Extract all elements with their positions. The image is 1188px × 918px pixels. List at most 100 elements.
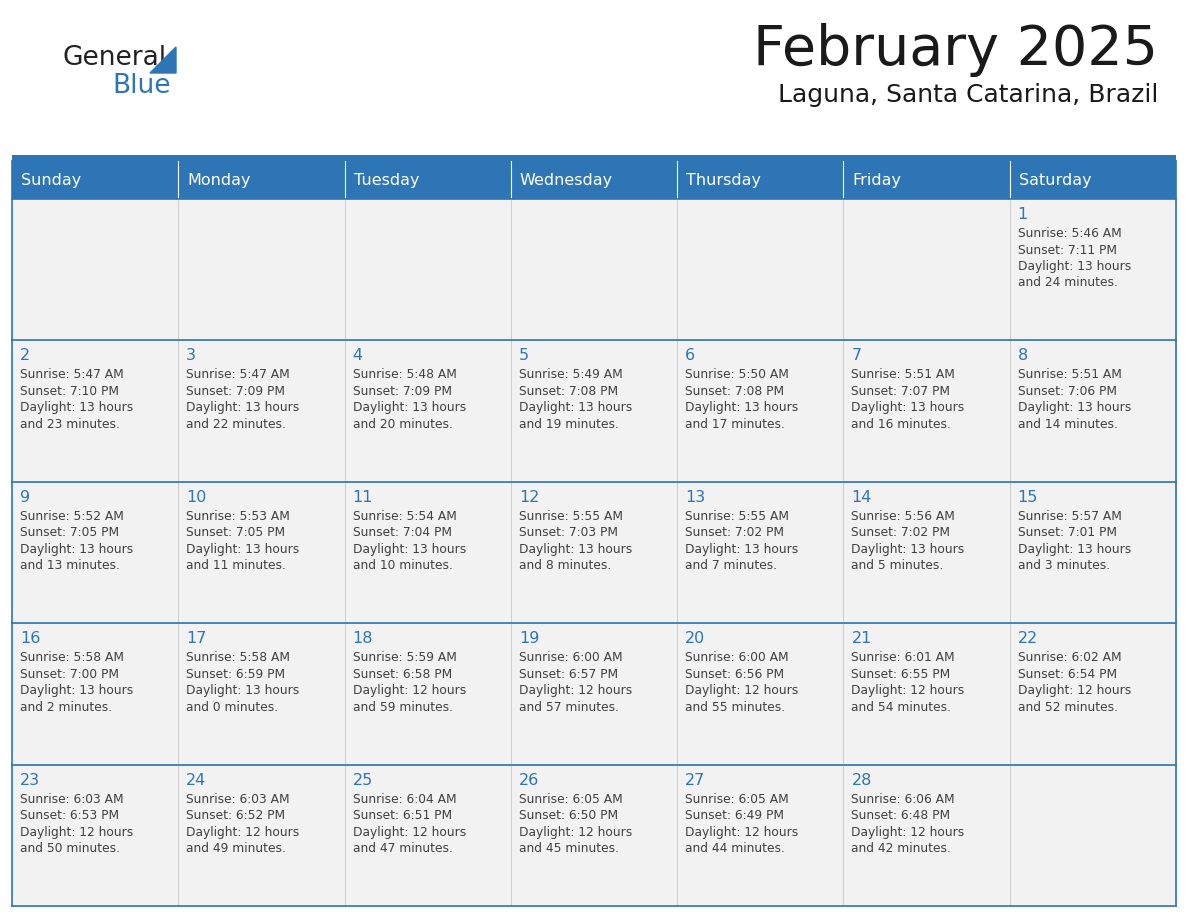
- Bar: [677, 765, 843, 906]
- Text: Sunrise: 5:50 AM: Sunrise: 5:50 AM: [685, 368, 789, 381]
- Text: Sunset: 7:02 PM: Sunset: 7:02 PM: [685, 526, 784, 539]
- Text: Daylight: 13 hours: Daylight: 13 hours: [353, 543, 466, 555]
- Text: Sunset: 7:01 PM: Sunset: 7:01 PM: [1018, 526, 1117, 539]
- Bar: [843, 765, 1010, 906]
- Text: Daylight: 13 hours: Daylight: 13 hours: [187, 543, 299, 555]
- Text: Daylight: 13 hours: Daylight: 13 hours: [187, 401, 299, 414]
- Text: Daylight: 12 hours: Daylight: 12 hours: [353, 825, 466, 839]
- Text: 2: 2: [20, 349, 30, 364]
- Bar: [178, 765, 345, 906]
- Text: Sunset: 7:02 PM: Sunset: 7:02 PM: [852, 526, 950, 539]
- Text: 16: 16: [20, 632, 40, 646]
- Bar: [345, 341, 511, 482]
- Text: 28: 28: [852, 773, 872, 788]
- Bar: [178, 161, 345, 199]
- Text: 24: 24: [187, 773, 207, 788]
- Text: Sunrise: 5:46 AM: Sunrise: 5:46 AM: [1018, 227, 1121, 240]
- Text: Daylight: 12 hours: Daylight: 12 hours: [519, 825, 632, 839]
- Text: 17: 17: [187, 632, 207, 646]
- Text: Daylight: 13 hours: Daylight: 13 hours: [685, 543, 798, 555]
- Text: 7: 7: [852, 349, 861, 364]
- Text: Sunset: 7:09 PM: Sunset: 7:09 PM: [353, 385, 451, 397]
- Text: and 44 minutes.: and 44 minutes.: [685, 842, 785, 855]
- Text: Sunset: 7:09 PM: Sunset: 7:09 PM: [187, 385, 285, 397]
- Text: Sunrise: 5:59 AM: Sunrise: 5:59 AM: [353, 651, 456, 665]
- Text: Daylight: 12 hours: Daylight: 12 hours: [852, 684, 965, 697]
- Bar: [1010, 341, 1176, 482]
- Bar: [1010, 765, 1176, 906]
- Text: 1: 1: [1018, 207, 1028, 222]
- Text: and 50 minutes.: and 50 minutes.: [20, 842, 120, 855]
- Text: Tuesday: Tuesday: [354, 173, 419, 187]
- Bar: [12, 623, 178, 765]
- Bar: [511, 765, 677, 906]
- Text: Daylight: 13 hours: Daylight: 13 hours: [852, 401, 965, 414]
- Text: Sunset: 6:49 PM: Sunset: 6:49 PM: [685, 809, 784, 823]
- Text: Daylight: 12 hours: Daylight: 12 hours: [685, 684, 798, 697]
- Bar: [178, 341, 345, 482]
- Text: 4: 4: [353, 349, 362, 364]
- Bar: [677, 482, 843, 623]
- Text: Daylight: 13 hours: Daylight: 13 hours: [20, 543, 133, 555]
- Text: Daylight: 13 hours: Daylight: 13 hours: [852, 543, 965, 555]
- Text: 27: 27: [685, 773, 706, 788]
- Text: Sunset: 7:03 PM: Sunset: 7:03 PM: [519, 526, 618, 539]
- Text: 20: 20: [685, 632, 706, 646]
- Text: Sunrise: 6:00 AM: Sunrise: 6:00 AM: [685, 651, 789, 665]
- Text: 5: 5: [519, 349, 529, 364]
- Bar: [178, 199, 345, 341]
- Text: Sunset: 7:05 PM: Sunset: 7:05 PM: [20, 526, 119, 539]
- Text: and 13 minutes.: and 13 minutes.: [20, 559, 120, 572]
- Text: Daylight: 13 hours: Daylight: 13 hours: [20, 401, 133, 414]
- Text: and 24 minutes.: and 24 minutes.: [1018, 276, 1118, 289]
- Text: Sunset: 7:08 PM: Sunset: 7:08 PM: [685, 385, 784, 397]
- Text: Sunset: 7:04 PM: Sunset: 7:04 PM: [353, 526, 451, 539]
- Text: Sunset: 6:51 PM: Sunset: 6:51 PM: [353, 809, 451, 823]
- Text: Daylight: 13 hours: Daylight: 13 hours: [519, 401, 632, 414]
- Text: 26: 26: [519, 773, 539, 788]
- Text: Sunrise: 6:05 AM: Sunrise: 6:05 AM: [685, 792, 789, 806]
- Text: Sunset: 6:55 PM: Sunset: 6:55 PM: [852, 667, 950, 681]
- Text: Sunrise: 6:03 AM: Sunrise: 6:03 AM: [20, 792, 124, 806]
- Text: Sunset: 7:11 PM: Sunset: 7:11 PM: [1018, 243, 1117, 256]
- Text: 13: 13: [685, 490, 706, 505]
- Text: Sunrise: 5:55 AM: Sunrise: 5:55 AM: [685, 509, 789, 522]
- Text: 22: 22: [1018, 632, 1038, 646]
- Text: Sunset: 6:57 PM: Sunset: 6:57 PM: [519, 667, 618, 681]
- Text: Sunrise: 5:54 AM: Sunrise: 5:54 AM: [353, 509, 456, 522]
- Text: and 57 minutes.: and 57 minutes.: [519, 700, 619, 713]
- Bar: [843, 199, 1010, 341]
- Text: Sunrise: 5:58 AM: Sunrise: 5:58 AM: [187, 651, 290, 665]
- Text: Sunrise: 5:47 AM: Sunrise: 5:47 AM: [20, 368, 124, 381]
- Text: Sunrise: 6:03 AM: Sunrise: 6:03 AM: [187, 792, 290, 806]
- Text: Sunrise: 5:51 AM: Sunrise: 5:51 AM: [852, 368, 955, 381]
- Text: and 49 minutes.: and 49 minutes.: [187, 842, 286, 855]
- Text: General: General: [62, 45, 166, 71]
- Text: and 55 minutes.: and 55 minutes.: [685, 700, 785, 713]
- Bar: [1010, 482, 1176, 623]
- Text: Daylight: 12 hours: Daylight: 12 hours: [519, 684, 632, 697]
- Text: and 45 minutes.: and 45 minutes.: [519, 842, 619, 855]
- Text: 19: 19: [519, 632, 539, 646]
- Text: and 14 minutes.: and 14 minutes.: [1018, 418, 1118, 431]
- Text: and 20 minutes.: and 20 minutes.: [353, 418, 453, 431]
- Text: Daylight: 12 hours: Daylight: 12 hours: [20, 825, 133, 839]
- Bar: [677, 341, 843, 482]
- Bar: [677, 161, 843, 199]
- Bar: [12, 765, 178, 906]
- Text: 21: 21: [852, 632, 872, 646]
- Text: 14: 14: [852, 490, 872, 505]
- Text: Sunrise: 6:04 AM: Sunrise: 6:04 AM: [353, 792, 456, 806]
- Text: Sunrise: 5:49 AM: Sunrise: 5:49 AM: [519, 368, 623, 381]
- Text: Sunset: 6:52 PM: Sunset: 6:52 PM: [187, 809, 285, 823]
- Bar: [843, 623, 1010, 765]
- Text: 11: 11: [353, 490, 373, 505]
- Bar: [843, 161, 1010, 199]
- Bar: [843, 341, 1010, 482]
- Text: Sunrise: 5:51 AM: Sunrise: 5:51 AM: [1018, 368, 1121, 381]
- Text: and 47 minutes.: and 47 minutes.: [353, 842, 453, 855]
- Text: 15: 15: [1018, 490, 1038, 505]
- Text: 9: 9: [20, 490, 30, 505]
- Polygon shape: [150, 47, 176, 73]
- Bar: [677, 623, 843, 765]
